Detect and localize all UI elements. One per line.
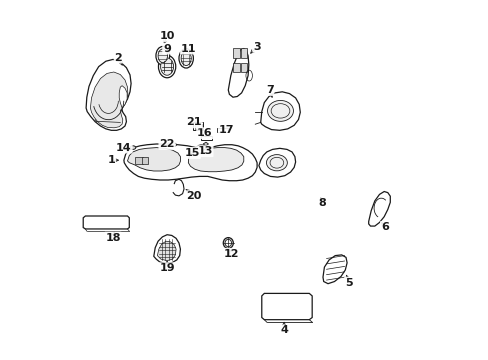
Polygon shape <box>169 143 177 147</box>
Text: 17: 17 <box>218 125 234 135</box>
Ellipse shape <box>181 51 191 66</box>
Text: 13: 13 <box>197 146 212 156</box>
Polygon shape <box>123 144 257 181</box>
Text: 5: 5 <box>345 278 352 288</box>
Polygon shape <box>322 255 346 284</box>
Polygon shape <box>260 92 300 130</box>
Text: 18: 18 <box>105 233 121 243</box>
Polygon shape <box>83 216 129 229</box>
Ellipse shape <box>130 146 136 149</box>
Text: 11: 11 <box>181 44 196 54</box>
Ellipse shape <box>158 55 175 78</box>
Bar <box>134 157 142 164</box>
Text: 10: 10 <box>159 31 174 41</box>
Polygon shape <box>203 142 208 146</box>
Ellipse shape <box>158 49 167 63</box>
Text: 9: 9 <box>163 44 171 54</box>
Ellipse shape <box>223 238 233 248</box>
Ellipse shape <box>160 58 173 75</box>
Text: 19: 19 <box>159 263 175 273</box>
Polygon shape <box>228 49 248 97</box>
Text: 22: 22 <box>159 139 175 149</box>
Text: 3: 3 <box>253 42 261 52</box>
Polygon shape <box>153 235 180 264</box>
Text: 16: 16 <box>197 128 212 138</box>
Polygon shape <box>157 241 176 261</box>
Polygon shape <box>127 148 180 171</box>
Text: 21: 21 <box>186 117 202 127</box>
Bar <box>194 124 202 129</box>
Text: 2: 2 <box>114 53 122 63</box>
Ellipse shape <box>179 49 193 68</box>
Ellipse shape <box>267 100 293 121</box>
Bar <box>241 48 247 58</box>
Ellipse shape <box>156 46 169 65</box>
Polygon shape <box>90 72 127 128</box>
Bar <box>232 63 240 72</box>
Bar <box>193 122 203 130</box>
Text: 1: 1 <box>107 155 115 165</box>
Bar <box>217 128 228 132</box>
Ellipse shape <box>196 145 205 150</box>
Bar <box>142 157 148 164</box>
Text: 4: 4 <box>280 325 287 336</box>
Text: 6: 6 <box>380 222 388 232</box>
Ellipse shape <box>224 239 231 247</box>
Polygon shape <box>368 192 389 226</box>
Polygon shape <box>188 148 244 172</box>
Text: 20: 20 <box>186 191 202 201</box>
Bar <box>200 136 212 140</box>
Polygon shape <box>119 86 127 108</box>
Text: 12: 12 <box>224 249 239 259</box>
Bar <box>232 48 240 58</box>
Text: 14: 14 <box>116 143 131 153</box>
Text: 15: 15 <box>184 148 200 158</box>
Text: 8: 8 <box>317 198 325 208</box>
Bar <box>241 63 247 72</box>
Text: 7: 7 <box>265 85 273 95</box>
Polygon shape <box>258 148 295 177</box>
Polygon shape <box>261 293 311 320</box>
Polygon shape <box>86 59 131 130</box>
Ellipse shape <box>266 154 287 171</box>
